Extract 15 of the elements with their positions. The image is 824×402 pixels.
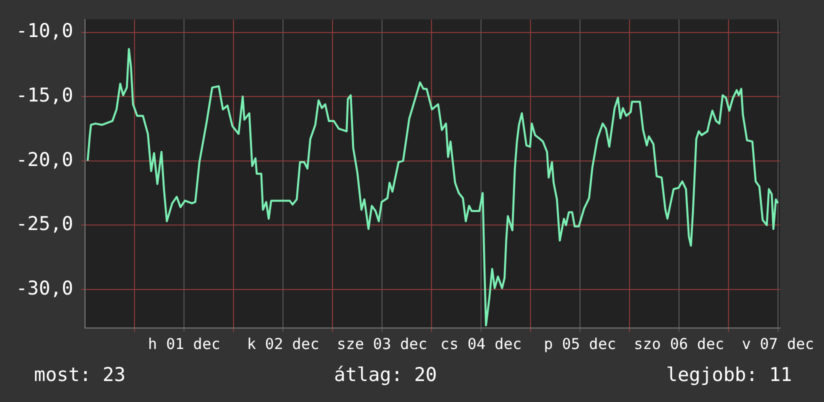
x-tick-label: p 05 dec bbox=[544, 334, 616, 353]
x-tick-label: szo 06 dec bbox=[634, 334, 724, 353]
y-tick-label: -15,0 bbox=[16, 84, 74, 106]
x-tick-label: k 02 dec bbox=[246, 334, 320, 353]
y-tick-label: -30,0 bbox=[16, 277, 74, 300]
x-tick-label: sze 03 dec bbox=[336, 334, 428, 353]
x-tick-label: cs 04 dec bbox=[440, 334, 522, 353]
y-tick-label: -20,0 bbox=[16, 148, 74, 171]
x-tick-label: h 01 dec bbox=[148, 334, 220, 353]
x-tick-label: v 07 dec bbox=[742, 334, 814, 353]
y-tick-label: -25,0 bbox=[16, 213, 74, 236]
text: átlag: 20 bbox=[334, 364, 437, 386]
y-tick-label: -10,0 bbox=[16, 20, 74, 42]
text: legjobb: 11 bbox=[666, 364, 792, 386]
text: most: 23 bbox=[34, 364, 126, 386]
